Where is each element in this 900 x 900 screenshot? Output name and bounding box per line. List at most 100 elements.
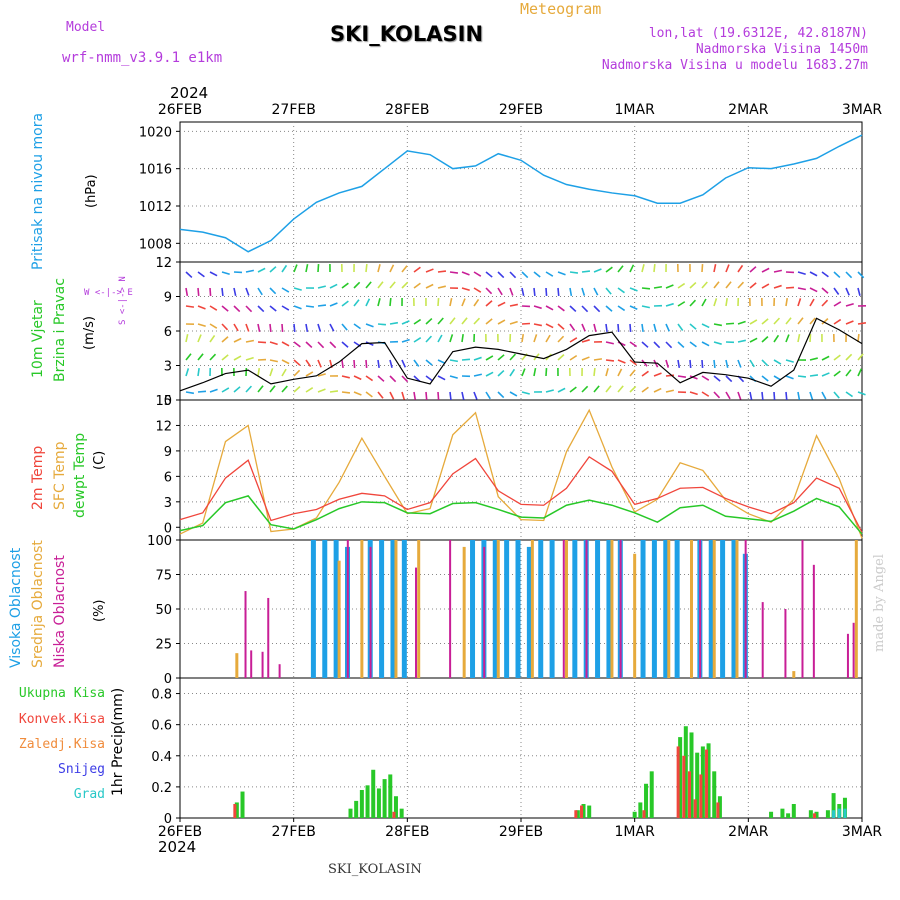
wind-arrow xyxy=(545,305,554,311)
wind-arrow xyxy=(509,353,517,361)
wind-arrow xyxy=(809,298,815,307)
wind-arrow xyxy=(341,323,348,331)
wind-arrow xyxy=(749,391,753,401)
wind-arrow xyxy=(257,341,267,344)
temperature-line-sfc-temp xyxy=(179,408,863,539)
precip-bar xyxy=(825,810,830,818)
cloud-bar xyxy=(322,540,328,678)
meteogram-label: Meteogram xyxy=(520,0,602,18)
cloud-bar xyxy=(801,540,804,678)
wind-arrow xyxy=(845,271,853,279)
wind-arrow xyxy=(413,282,421,289)
temperature-line-2m-temp xyxy=(179,455,863,533)
wind-arrow xyxy=(737,359,742,368)
precip-bar xyxy=(808,810,813,818)
wind-arrow xyxy=(269,385,276,393)
wind-arrow xyxy=(509,368,516,377)
cloud-bar xyxy=(417,540,421,678)
wind-arrow xyxy=(437,285,446,289)
footer-station: SKI_KOLASIN xyxy=(328,862,422,877)
wind-arrow xyxy=(401,338,410,343)
wind-arrow xyxy=(569,323,576,332)
wind-arrow xyxy=(665,284,674,289)
wind-arrow xyxy=(725,281,732,289)
wind-arrow xyxy=(269,368,274,377)
cloud-bar xyxy=(562,540,565,678)
wind-arrow xyxy=(605,287,612,295)
wind-arrow xyxy=(401,375,409,383)
wind-arrow xyxy=(197,353,204,361)
wind-arrow xyxy=(845,369,852,377)
wind-ytick-label: 3 xyxy=(164,360,172,375)
precip-bar xyxy=(382,779,387,818)
wind-arrow xyxy=(497,391,505,399)
wind-arrow xyxy=(617,359,626,364)
wind-arrow xyxy=(185,353,192,361)
wind-arrow xyxy=(209,271,218,277)
wind-arrow xyxy=(257,267,266,273)
wind-arrow xyxy=(437,317,444,325)
cloud-bar xyxy=(619,540,622,678)
wind-arrow xyxy=(641,341,649,348)
wind-arrow xyxy=(221,271,230,276)
wind-arrow xyxy=(857,391,866,396)
cloud-bar xyxy=(250,650,253,678)
wind-arrow xyxy=(617,265,624,273)
wind-arrow xyxy=(821,391,827,400)
wind-arrow xyxy=(365,391,373,398)
precip-bar xyxy=(700,746,705,818)
wind-arrow xyxy=(713,391,721,399)
wind-arrow xyxy=(689,341,697,348)
wind-arrow xyxy=(701,281,708,289)
wind-arrow xyxy=(389,391,395,400)
cloud-bar xyxy=(530,540,534,678)
wind-arrow xyxy=(485,318,493,325)
precip-bar xyxy=(388,774,393,818)
wind-arrow xyxy=(629,369,636,377)
altitude: Nadmorska Visina 1450m xyxy=(695,42,868,57)
legend-total-precip: Ukupna Kisa xyxy=(18,686,105,701)
year-top: 2024 xyxy=(170,84,209,102)
wind-arrow xyxy=(389,264,395,273)
wind-arrow xyxy=(449,334,454,343)
wind-arrow xyxy=(197,305,206,310)
wind-arrow xyxy=(485,271,493,278)
wind-arrow xyxy=(857,271,865,279)
wind-arrow xyxy=(497,319,506,325)
precip-bar xyxy=(392,811,396,818)
wind-arrow xyxy=(653,323,657,332)
cloud-bar xyxy=(449,540,452,678)
wind-arrow xyxy=(821,271,829,278)
wind-arrow xyxy=(245,269,254,273)
wind-arrow xyxy=(761,359,769,367)
precip-ytick-label: 0.4 xyxy=(151,750,172,765)
wind-arrow xyxy=(233,337,242,343)
wind-arrow xyxy=(557,271,566,276)
wind-arrow xyxy=(269,266,277,273)
wind-arrow xyxy=(701,359,704,369)
wind-arrow xyxy=(329,323,335,332)
wind-arrow xyxy=(593,268,602,273)
cloud-bar xyxy=(369,546,372,678)
wind-arrow xyxy=(545,389,554,393)
wind-arrow xyxy=(521,368,526,377)
wind-arrow xyxy=(185,368,190,377)
wind-arrow xyxy=(485,287,493,295)
wind-arrow xyxy=(377,391,384,399)
wind-arrow xyxy=(629,264,635,273)
wind-arrow xyxy=(665,359,670,368)
wind-arrow xyxy=(521,271,529,279)
wind-arrow xyxy=(437,391,440,401)
wind-arrow xyxy=(593,287,599,296)
wind-arrow xyxy=(533,367,537,377)
wind-arrow xyxy=(221,323,229,331)
precip-bar xyxy=(649,771,654,818)
wind-arrow xyxy=(857,368,863,377)
precip-bar xyxy=(843,808,847,818)
precip-bar xyxy=(365,785,370,818)
wind-arrow xyxy=(209,388,218,393)
precip-bar xyxy=(682,755,686,818)
legend-convective: Konvek.Kisa xyxy=(18,712,105,727)
precip-bar xyxy=(814,811,819,818)
